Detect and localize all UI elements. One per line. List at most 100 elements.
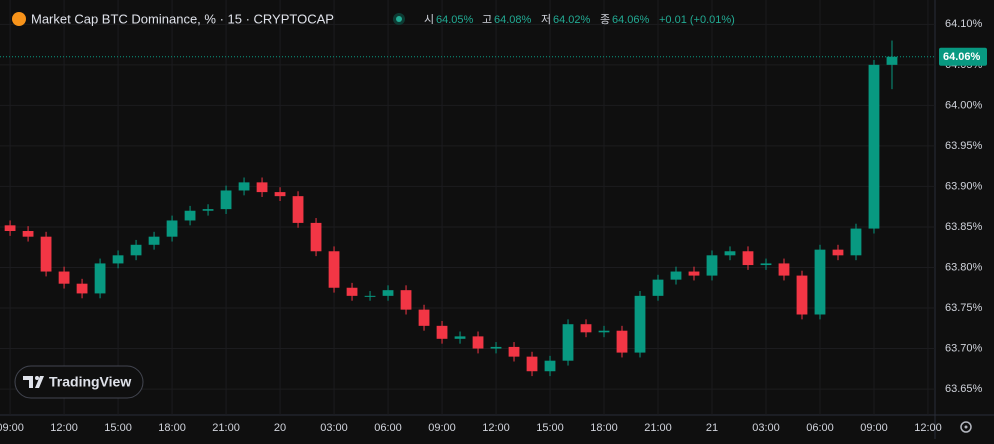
close-label: 종 (600, 14, 610, 26)
x-tick-label: 12:00 (482, 422, 510, 434)
candle-body (544, 360, 556, 372)
candle-body (346, 287, 358, 296)
open-label: 시 (424, 14, 434, 26)
x-tick-label: 03:00 (752, 422, 780, 434)
x-tick-label: 03:00 (320, 422, 348, 434)
x-tick-label: 15:00 (104, 422, 132, 434)
candle-body (598, 330, 610, 333)
low-value: 64.02% (553, 14, 591, 26)
ohlc-header: 시 64.05% 고 64.08% 저 64.02% 종 64.06% +0.0… (424, 13, 735, 26)
candle-body (202, 209, 214, 211)
low-label: 저 (541, 13, 551, 26)
candle-body (688, 271, 700, 276)
candle-body (40, 236, 52, 272)
close-value: 64.06% (612, 14, 650, 26)
y-tick-label: 63.85% (945, 221, 983, 233)
high-value: 64.08% (494, 14, 532, 26)
candle-body (796, 275, 808, 315)
candle-body (760, 263, 772, 266)
high-label: 고 (482, 14, 492, 26)
x-tick-label: 12:00 (914, 422, 942, 434)
x-tick-label: 09:00 (428, 422, 456, 434)
y-tick-label: 63.95% (945, 140, 983, 152)
chart-title: Market Cap BTC Dominance, % · 15 · CRYPT… (31, 11, 334, 26)
x-tick-label: 20 (274, 422, 286, 434)
candle-body (634, 295, 646, 353)
axis-labels: 64.10%64.05%64.00%63.95%63.90%63.85%63.8… (0, 18, 987, 434)
candle-body (562, 324, 574, 361)
x-tick-label: 09:00 (0, 422, 24, 434)
candle-body (292, 196, 304, 223)
candle-body (130, 244, 142, 256)
settings-icon-center (964, 425, 968, 429)
candle-body (76, 283, 88, 294)
settings-button[interactable] (960, 421, 972, 433)
candles (0, 40, 935, 377)
candle-body (886, 56, 898, 65)
tradingview-logo[interactable]: TradingView (14, 365, 144, 399)
candle-body (706, 255, 718, 276)
candle-body (328, 251, 340, 288)
candle-body (4, 225, 16, 232)
candle-body (94, 263, 106, 294)
x-tick-label: 18:00 (590, 422, 618, 434)
logo-mark (23, 376, 44, 388)
grid (0, 0, 935, 415)
candle-body (184, 210, 196, 221)
candle-body (850, 228, 862, 256)
candle-body (454, 336, 466, 339)
candle-body (670, 271, 682, 280)
x-tick-label: 06:00 (806, 422, 834, 434)
logo-text: TradingView (49, 374, 131, 390)
x-tick-label: 15:00 (536, 422, 564, 434)
x-tick-label: 18:00 (158, 422, 186, 434)
y-tick-label: 63.80% (945, 261, 983, 273)
candle-body (778, 263, 790, 276)
candle-body (22, 231, 34, 237)
candle-body (148, 236, 160, 245)
last-price-label: 64.06% (943, 51, 981, 63)
y-tick-label: 64.10% (945, 18, 983, 30)
x-tick-label: 21:00 (644, 422, 672, 434)
y-tick-label: 63.65% (945, 383, 983, 395)
settings-icon[interactable] (960, 421, 972, 433)
logo-dot (35, 376, 39, 380)
change-value: +0.01 (+0.01%) (659, 14, 735, 26)
candle-body (418, 309, 430, 326)
candle-body (652, 279, 664, 296)
x-tick-label: 21 (706, 422, 718, 434)
logo-pill[interactable] (14, 365, 144, 399)
candle-body (616, 330, 628, 353)
candle-body (238, 182, 250, 191)
candle-body (724, 251, 736, 256)
candle-body (274, 192, 286, 197)
candle-body (526, 356, 538, 372)
x-tick-label: 06:00 (374, 422, 402, 434)
x-tick-label: 21:00 (212, 422, 240, 434)
candle-body (364, 295, 376, 297)
candle-body (256, 182, 268, 193)
btc-icon (12, 12, 26, 26)
candle-body (472, 336, 484, 349)
candle-body (868, 64, 880, 229)
candle-body (814, 249, 826, 315)
y-tick-label: 63.90% (945, 180, 983, 192)
candle-body (580, 324, 592, 333)
y-tick-label: 63.75% (945, 302, 983, 314)
candle-body (166, 220, 178, 237)
candle-body (742, 251, 754, 266)
candle-body (400, 290, 412, 310)
candle-body (382, 290, 394, 296)
status-dot (396, 16, 402, 22)
x-tick-label: 12:00 (50, 422, 78, 434)
candle-body (220, 190, 232, 210)
candle-body (490, 346, 502, 349)
candle-body (310, 222, 322, 252)
last-price-tag (939, 47, 987, 66)
y-tick-label: 63.70% (945, 342, 983, 354)
candle-body (58, 271, 70, 284)
candle-body (436, 325, 448, 339)
